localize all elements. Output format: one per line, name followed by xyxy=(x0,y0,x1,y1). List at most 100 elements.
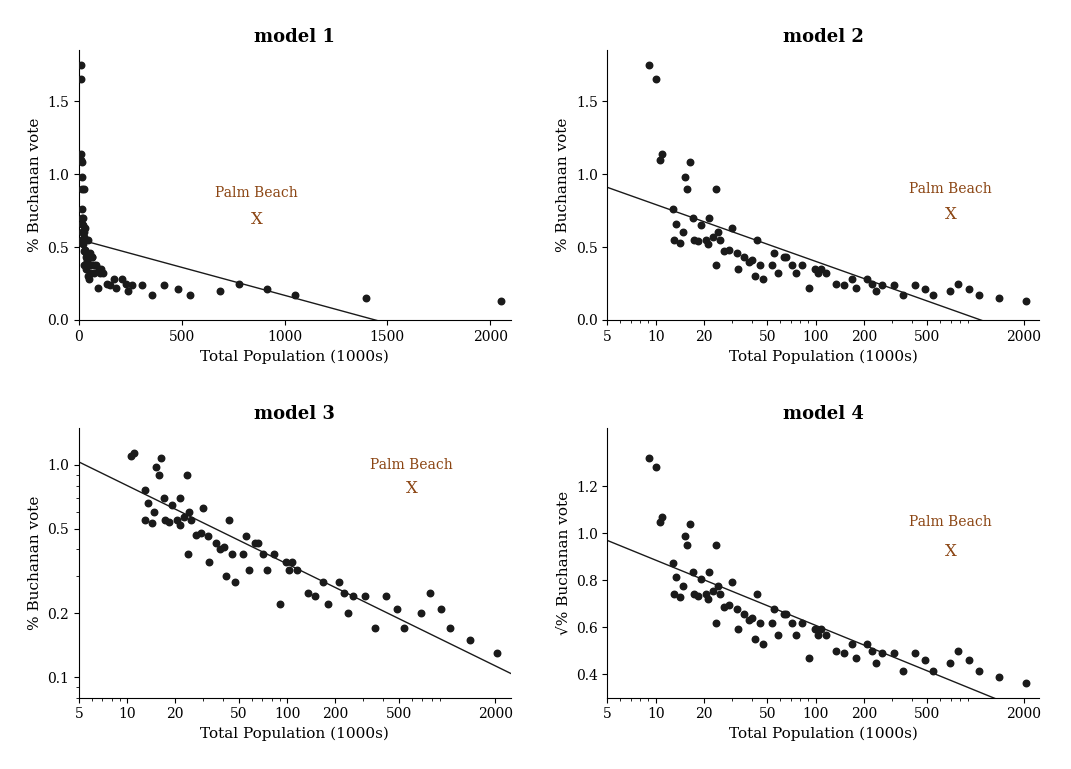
Point xyxy=(288,564,305,576)
Point xyxy=(740,255,757,268)
Text: Palm Beach: Palm Beach xyxy=(371,458,453,471)
Point xyxy=(705,231,722,243)
Point xyxy=(800,652,817,664)
Point xyxy=(794,618,811,630)
Point xyxy=(215,541,232,553)
Point xyxy=(199,531,216,543)
Point xyxy=(806,623,824,635)
Point xyxy=(675,580,692,592)
Point xyxy=(941,285,959,297)
Point xyxy=(709,580,726,592)
Y-axis label: % Buchanan vote: % Buchanan vote xyxy=(556,118,571,252)
Point xyxy=(699,593,716,605)
Point xyxy=(73,237,90,249)
Point xyxy=(493,295,510,307)
Point xyxy=(906,647,923,659)
Point xyxy=(744,611,761,624)
Point xyxy=(258,564,275,576)
Point xyxy=(651,516,668,528)
Point xyxy=(207,537,224,549)
Point xyxy=(672,237,689,249)
Point xyxy=(766,603,783,615)
Point xyxy=(76,244,93,256)
Point xyxy=(187,528,205,541)
Point xyxy=(749,234,766,246)
Point xyxy=(74,182,91,195)
Point xyxy=(88,258,105,271)
Point xyxy=(92,263,109,275)
Title: model 2: model 2 xyxy=(783,28,864,46)
Point xyxy=(75,231,92,243)
Point xyxy=(961,283,978,295)
Point xyxy=(176,511,193,523)
Point xyxy=(73,73,90,85)
Point xyxy=(75,258,92,271)
Point xyxy=(708,618,725,630)
Point xyxy=(84,251,101,264)
Point xyxy=(769,267,786,279)
Point xyxy=(711,234,728,246)
Point xyxy=(284,555,301,568)
Point xyxy=(991,292,1008,305)
Point xyxy=(685,588,703,600)
Point xyxy=(692,573,709,585)
Point xyxy=(843,638,860,650)
Point xyxy=(395,622,412,634)
Point xyxy=(784,258,801,271)
Y-axis label: % Buchanan vote: % Buchanan vote xyxy=(28,495,42,630)
Point xyxy=(181,506,198,518)
Point xyxy=(79,258,96,271)
Point xyxy=(299,587,316,599)
Point xyxy=(150,468,167,481)
Point xyxy=(432,603,449,615)
Point xyxy=(970,289,987,301)
Point xyxy=(711,588,728,600)
Point xyxy=(72,58,89,71)
Point xyxy=(91,263,108,275)
Point xyxy=(640,451,658,464)
Point xyxy=(73,148,90,160)
Point xyxy=(85,258,102,271)
Title: model 1: model 1 xyxy=(255,28,335,46)
Point xyxy=(92,267,109,279)
Point xyxy=(77,247,94,259)
Point xyxy=(74,171,91,183)
Point xyxy=(715,245,733,258)
Point xyxy=(179,468,196,481)
Point xyxy=(665,558,682,570)
Point xyxy=(170,283,187,295)
Point xyxy=(1017,295,1035,307)
Point xyxy=(81,247,99,259)
Point xyxy=(721,599,738,611)
Point xyxy=(123,279,140,291)
Point xyxy=(784,618,801,630)
Point xyxy=(906,279,923,291)
Point xyxy=(752,258,769,271)
Point xyxy=(144,518,161,530)
Point xyxy=(868,657,885,669)
Point xyxy=(681,156,698,168)
Point xyxy=(828,644,845,657)
Point xyxy=(843,273,860,285)
Point xyxy=(76,234,93,246)
Point xyxy=(668,218,685,230)
Point xyxy=(74,235,91,248)
Point xyxy=(78,251,95,264)
Point xyxy=(125,447,142,459)
Point xyxy=(917,283,934,295)
Point xyxy=(778,608,795,621)
Point xyxy=(665,588,682,600)
Point xyxy=(442,622,459,634)
Point xyxy=(835,647,853,659)
Point xyxy=(812,623,829,635)
Point xyxy=(729,263,746,275)
Point xyxy=(684,565,702,578)
Point xyxy=(640,58,658,71)
Point xyxy=(755,638,772,650)
Point xyxy=(75,182,92,195)
Point xyxy=(886,647,903,659)
Point xyxy=(277,555,295,568)
Text: X: X xyxy=(945,206,956,223)
Point xyxy=(787,629,804,641)
Point xyxy=(744,254,761,266)
